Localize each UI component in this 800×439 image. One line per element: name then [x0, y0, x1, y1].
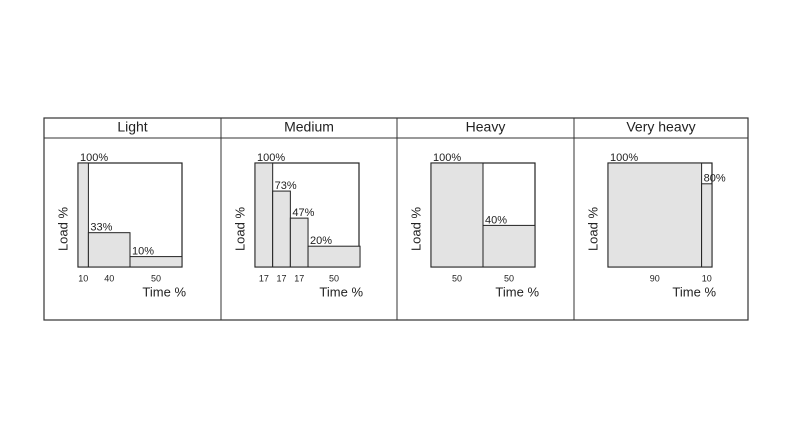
x-axis-label: Time %	[142, 284, 186, 299]
bar	[701, 183, 713, 268]
value-label: 100%	[257, 152, 285, 164]
width-label: 50	[151, 273, 161, 283]
panel-title: Medium	[284, 119, 334, 135]
bar	[129, 256, 183, 268]
panel-title: Light	[117, 119, 147, 135]
width-label: 10	[78, 273, 88, 283]
value-label: 80%	[704, 173, 726, 185]
x-axis-label: Time %	[495, 284, 539, 299]
y-axis-label: Load %	[232, 207, 247, 252]
width-label: 50	[504, 273, 514, 283]
x-axis-label: Time %	[319, 284, 363, 299]
x-axis-label: Time %	[672, 284, 716, 299]
value-label: 73%	[275, 180, 297, 192]
bar	[482, 224, 536, 268]
y-axis-label: Load %	[408, 207, 423, 252]
bar	[254, 162, 274, 268]
value-label: 100%	[610, 152, 638, 164]
width-label: 17	[259, 273, 269, 283]
table-border	[43, 117, 749, 321]
value-label: 20%	[310, 235, 332, 247]
width-label: 50	[452, 273, 462, 283]
value-label: 100%	[433, 152, 461, 164]
width-label: 17	[277, 273, 287, 283]
bar	[607, 162, 703, 268]
value-label: 47%	[292, 207, 314, 219]
bar	[289, 217, 309, 268]
width-label: 40	[104, 273, 114, 283]
width-label: 90	[650, 273, 660, 283]
width-label: 10	[702, 273, 712, 283]
bar	[77, 162, 89, 268]
width-label: 17	[294, 273, 304, 283]
bar	[272, 190, 291, 268]
bar	[430, 162, 484, 268]
value-label: 100%	[80, 152, 108, 164]
panel-title: Heavy	[466, 119, 506, 135]
bar	[307, 245, 361, 268]
width-label: 50	[329, 273, 339, 283]
value-label: 10%	[132, 246, 154, 258]
value-label: 33%	[90, 222, 112, 234]
panel-title: Very heavy	[626, 119, 695, 135]
bar	[87, 232, 131, 268]
y-axis-label: Load %	[55, 207, 70, 252]
value-label: 40%	[485, 214, 507, 226]
y-axis-label: Load %	[585, 207, 600, 252]
